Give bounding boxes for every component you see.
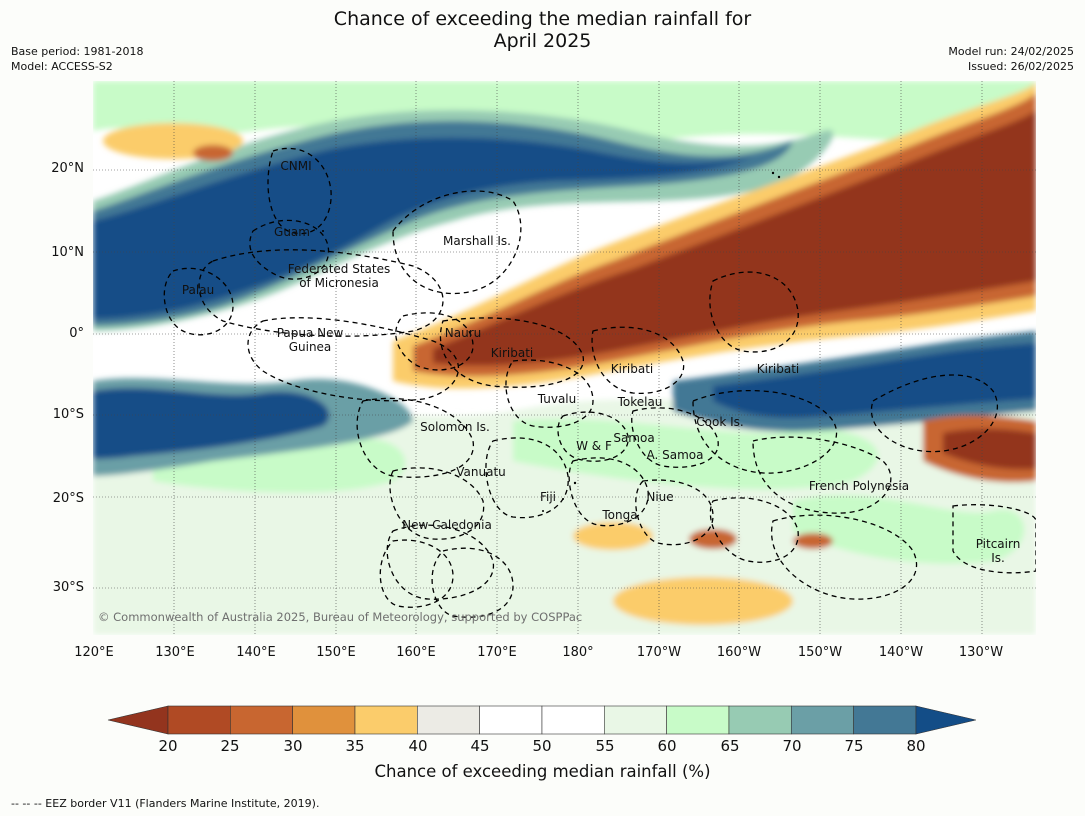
- eez-borders: [163, 147, 1036, 618]
- colorbar-segment: [728, 705, 792, 735]
- colorbar-segment: [417, 705, 480, 735]
- cb-tick-80: 80: [906, 737, 926, 755]
- base-period-text: Base period: 1981-2018: [11, 45, 144, 58]
- lon-label-130e: 130°E: [155, 645, 195, 660]
- label-palau: Palau: [181, 283, 215, 297]
- cb-tick-45: 45: [470, 737, 490, 755]
- colorbar-segment: [604, 705, 667, 735]
- label-tokelau: Tokelau: [617, 395, 663, 409]
- lat-label-20n: 20°N: [51, 161, 84, 176]
- label-fiji: Fiji: [539, 490, 557, 504]
- lon-label-140w: 140°W: [878, 645, 924, 660]
- cb-tick-30: 30: [283, 737, 303, 755]
- colorbar-title: Chance of exceeding median rainfall (%): [374, 762, 711, 781]
- lat-label-10s: 10°S: [52, 407, 84, 422]
- cb-tick-25: 25: [220, 737, 240, 755]
- label-nauru: Nauru: [444, 326, 482, 340]
- label-samoa: Samoa: [613, 431, 655, 445]
- forecast-map: [93, 81, 1036, 635]
- cb-tick-60: 60: [657, 737, 677, 755]
- colorbar-segment: [479, 705, 543, 735]
- cb-tick-40: 40: [408, 737, 428, 755]
- label-american-samoa: A. Samoa: [646, 448, 704, 462]
- forecast-map-graphic: [93, 81, 1036, 635]
- eez-footnote: -- -- -- EEZ border V11 (Flanders Marine…: [11, 797, 320, 810]
- colorbar-extend-low: [107, 705, 169, 735]
- colorbar-segment: [790, 705, 854, 735]
- label-cook-islands: Cook Is.: [696, 415, 744, 429]
- lat-label-30s: 30°S: [52, 580, 84, 595]
- issued-text: Issued: 26/02/2025: [967, 60, 1074, 73]
- lon-label-120e: 120°E: [74, 645, 114, 660]
- lon-label-140e: 140°E: [236, 645, 276, 660]
- island-markers: [322, 171, 781, 512]
- colorbar-segment: [666, 705, 730, 735]
- cb-tick-75: 75: [844, 737, 864, 755]
- lon-label-170w: 170°W: [636, 645, 682, 660]
- cb-tick-50: 50: [532, 737, 552, 755]
- label-vanuatu: Vanuatu: [456, 465, 506, 479]
- label-fsm-line2: of Micronesia: [299, 276, 379, 290]
- colorbar-segment: [167, 705, 231, 735]
- label-pitcairn: Pitcairn Is.: [976, 537, 1021, 565]
- label-guam: Guam: [274, 225, 310, 239]
- label-wallis-futuna: W & F: [576, 439, 612, 453]
- colorbar-segment: [230, 705, 293, 735]
- label-png-line1: Papua New: [276, 326, 344, 340]
- lon-label-180: 180°: [562, 645, 594, 660]
- model-text: Model: ACCESS-S2: [11, 60, 113, 73]
- map-title-line2: April 2025: [493, 30, 592, 52]
- lon-label-170e: 170°E: [477, 645, 517, 660]
- lon-label-130w: 130°W: [958, 645, 1004, 660]
- label-pitcairn-line1: Pitcairn: [975, 537, 1021, 551]
- label-png-line2: Guinea: [288, 340, 332, 354]
- rainfall-field: [93, 81, 1036, 635]
- cb-tick-70: 70: [782, 737, 802, 755]
- meta-right: Model run: 24/02/2025 Issued: 26/02/2025: [948, 44, 1074, 74]
- lat-label-20s: 20°S: [52, 491, 84, 506]
- label-kiribati-central: Kiribati: [610, 362, 654, 376]
- label-tuvalu: Tuvalu: [537, 392, 577, 406]
- lon-label-160e: 160°E: [396, 645, 436, 660]
- lon-label-150w: 150°W: [797, 645, 843, 660]
- meta-left: Base period: 1981-2018 Model: ACCESS-S2: [11, 44, 143, 74]
- label-tonga: Tonga: [602, 508, 638, 522]
- colorbar-extend-high: [915, 705, 977, 735]
- label-kiribati-west: Kiribati: [490, 346, 534, 360]
- lon-label-160w: 160°W: [716, 645, 762, 660]
- map-title-line1: Chance of exceeding the median rainfall …: [333, 8, 752, 30]
- map-title: Chance of exceeding the median rainfall …: [0, 8, 1085, 52]
- colorbar-segment: [354, 705, 418, 735]
- cb-tick-20: 20: [158, 737, 178, 755]
- colorbar-segment: [292, 705, 356, 735]
- label-niue: Niue: [646, 490, 674, 504]
- label-new-caledonia: New Caledonia: [402, 518, 492, 532]
- cb-tick-65: 65: [720, 737, 740, 755]
- colorbar: [107, 705, 977, 735]
- label-png: Papua New Guinea: [277, 326, 344, 354]
- label-fsm-line1: Federated States: [287, 262, 391, 276]
- colorbar-segment: [853, 705, 917, 735]
- label-pitcairn-line2: Is.: [991, 551, 1005, 565]
- label-cnmi: CNMI: [280, 159, 312, 173]
- copyright-text: © Commonwealth of Australia 2025, Bureau…: [98, 610, 583, 624]
- label-kiribati-east: Kiribati: [756, 362, 800, 376]
- colorbar-segment: [541, 705, 605, 735]
- lat-label-10n: 10°N: [51, 245, 84, 260]
- label-french-polynesia: French Polynesia: [808, 479, 910, 493]
- label-fsm: Federated States of Micronesia: [288, 262, 390, 290]
- colorbar-segments: [107, 705, 977, 735]
- cb-tick-35: 35: [345, 737, 365, 755]
- label-marshall-islands: Marshall Is.: [443, 234, 511, 248]
- label-solomon-islands: Solomon Is.: [420, 420, 490, 434]
- cb-tick-55: 55: [595, 737, 615, 755]
- model-run-text: Model run: 24/02/2025: [948, 45, 1074, 58]
- lon-label-150e: 150°E: [316, 645, 356, 660]
- lat-label-0: 0°: [69, 326, 84, 341]
